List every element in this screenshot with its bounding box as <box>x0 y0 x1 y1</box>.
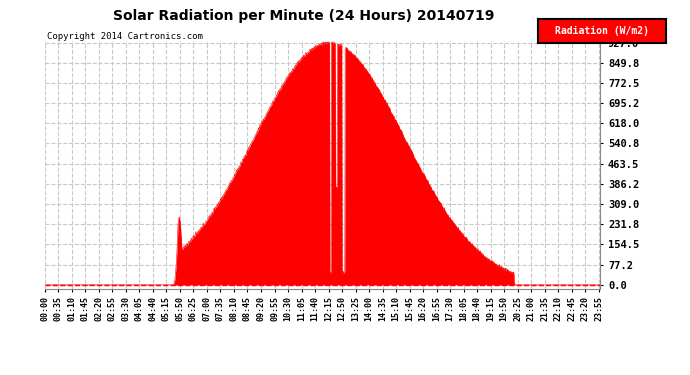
Text: Copyright 2014 Cartronics.com: Copyright 2014 Cartronics.com <box>47 32 203 41</box>
Text: Radiation (W/m2): Radiation (W/m2) <box>555 26 649 36</box>
Text: Solar Radiation per Minute (24 Hours) 20140719: Solar Radiation per Minute (24 Hours) 20… <box>113 9 494 23</box>
